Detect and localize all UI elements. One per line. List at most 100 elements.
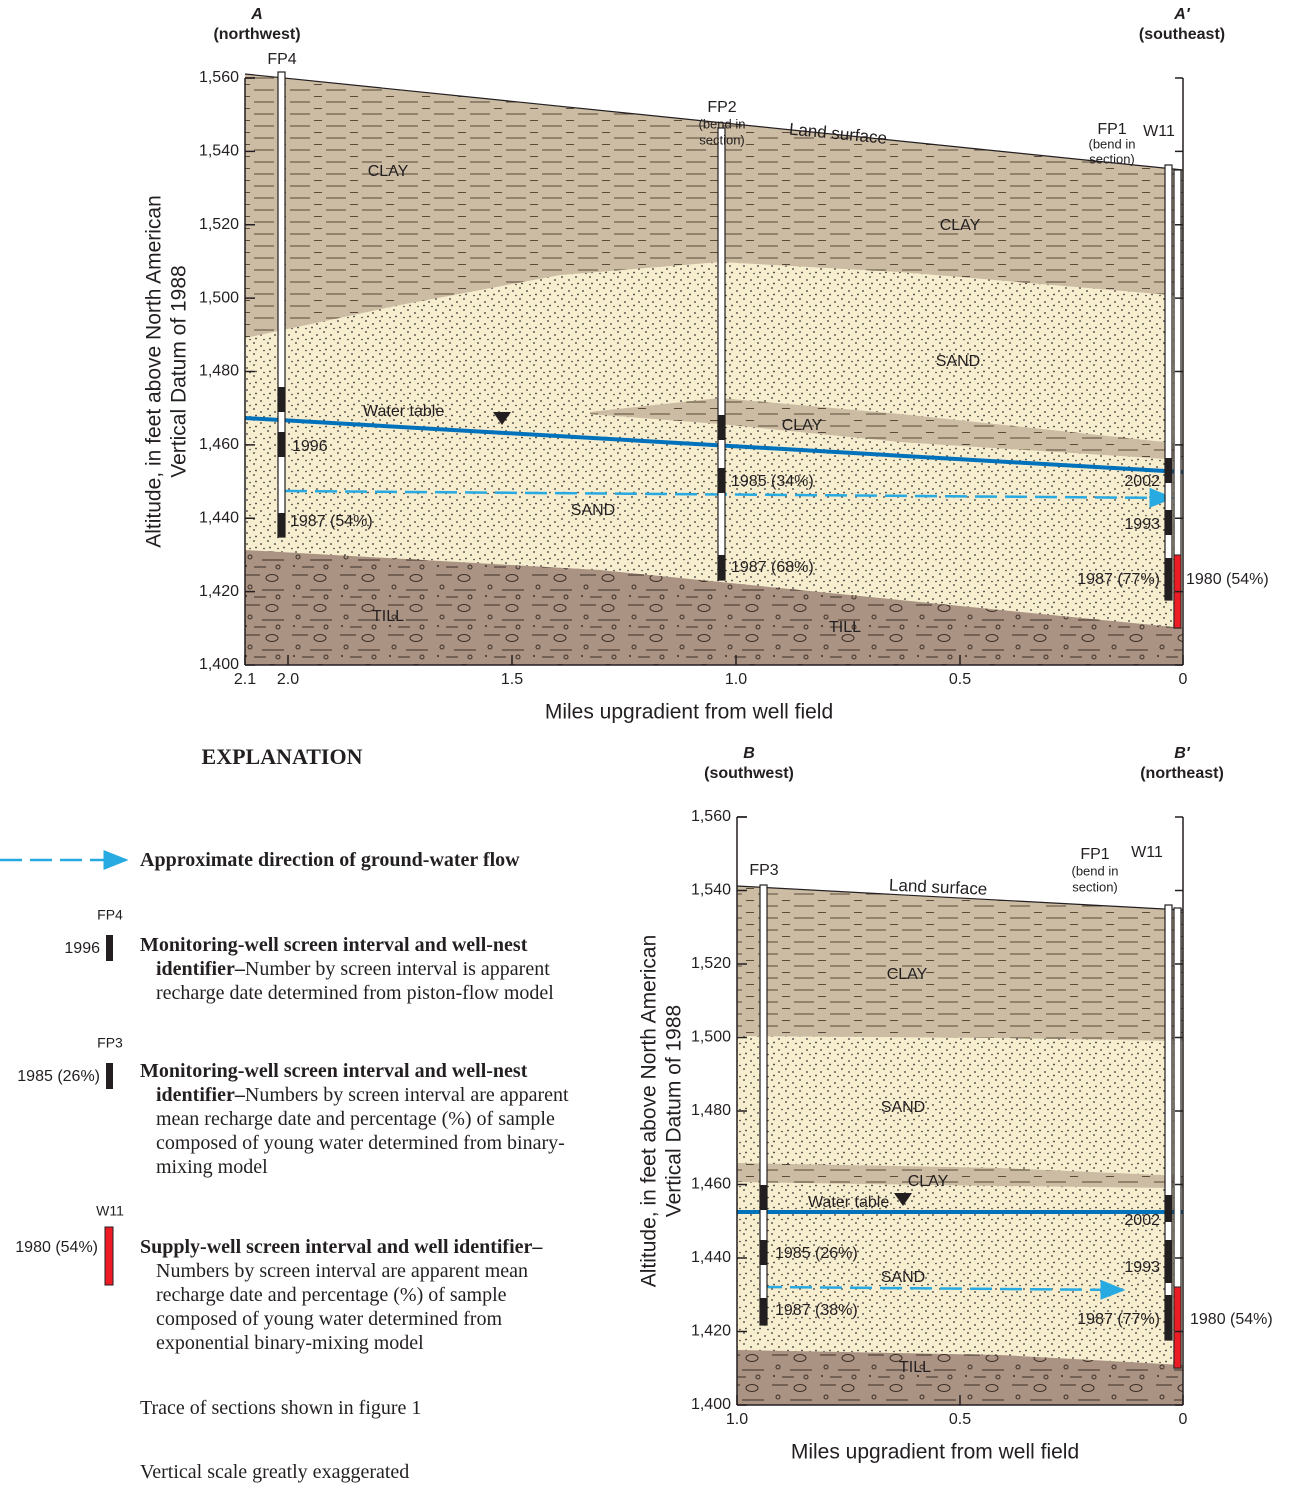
x-axis-title: Miles upgradient from well field bbox=[791, 1441, 1079, 1464]
x-tick-label: 1.0 bbox=[726, 1411, 748, 1428]
legend-supply-screen bbox=[105, 1227, 113, 1285]
y-axis-title: Vertical Datum of 1988 bbox=[168, 265, 191, 477]
section-label: 1980 (54%) bbox=[1186, 571, 1269, 588]
section-label: section) bbox=[1089, 151, 1135, 166]
legend-sample: 1985 (26%) bbox=[17, 1068, 100, 1085]
section-label: SAND bbox=[881, 1099, 925, 1116]
legend-screen bbox=[106, 935, 113, 961]
legend-term: Supply-well screen interval and well ide… bbox=[140, 1236, 542, 1258]
y-tick-label: 1,480 bbox=[691, 1102, 731, 1119]
well-screen bbox=[760, 1298, 767, 1325]
y-tick-label: 1,440 bbox=[199, 509, 239, 526]
legend-item: Monitoring-well screen interval and well… bbox=[140, 933, 576, 1005]
well-screen bbox=[760, 1240, 767, 1265]
x-tick-label: 2.0 bbox=[277, 671, 299, 688]
section-label: CLAY bbox=[940, 217, 981, 234]
section-label: SAND bbox=[571, 502, 615, 519]
section-label: 1987 (77%) bbox=[1077, 1311, 1160, 1328]
x-tick-label: 0.5 bbox=[949, 671, 971, 688]
y-axis-title: Altitude, in feet above North American bbox=[143, 195, 166, 548]
supply-screen bbox=[1174, 1287, 1181, 1368]
y-tick-label: 1,440 bbox=[691, 1249, 731, 1266]
section-label: section) bbox=[1072, 879, 1118, 894]
explanation-title: EXPLANATION bbox=[0, 745, 564, 769]
x-tick-label: 1.5 bbox=[501, 671, 523, 688]
section-label: CLAY bbox=[908, 1173, 949, 1190]
legend-screen bbox=[106, 1063, 113, 1089]
well-screen bbox=[1165, 1240, 1172, 1283]
legend-well: FP4 bbox=[97, 907, 123, 923]
legend-well: FP3 bbox=[97, 1035, 123, 1051]
section-label: 1987 (77%) bbox=[1077, 571, 1160, 588]
legend-item: Supply-well screen interval and well ide… bbox=[140, 1235, 576, 1355]
well-screen bbox=[1165, 510, 1172, 535]
section-label: (bend in bbox=[1072, 863, 1119, 878]
section-label: 1987 (38%) bbox=[775, 1302, 858, 1319]
section-label: SAND bbox=[881, 1269, 925, 1286]
section-label: CLAY bbox=[887, 966, 928, 983]
section-label: FP4 bbox=[267, 51, 296, 68]
well-screen bbox=[1165, 1195, 1172, 1222]
x-tick-label: 0 bbox=[1179, 1411, 1188, 1428]
y-tick-label: 1,560 bbox=[199, 69, 239, 86]
section-label: CLAY bbox=[368, 163, 409, 180]
y-tick-label: 1,420 bbox=[199, 583, 239, 600]
well-screen bbox=[278, 513, 285, 537]
section-label: 1985 (26%) bbox=[775, 1245, 858, 1262]
section-label: W11 bbox=[1131, 844, 1163, 861]
y-tick-label: 1,500 bbox=[199, 289, 239, 306]
section-label: FP2 bbox=[707, 99, 736, 116]
section-end: B′ bbox=[1174, 745, 1191, 762]
legend-item: Approximate direction of ground-water fl… bbox=[140, 848, 576, 872]
y-tick-label: 1,500 bbox=[691, 1029, 731, 1046]
section-end: B bbox=[743, 745, 755, 762]
section-label: 1987 (68%) bbox=[731, 559, 814, 576]
x-tick-label: 2.1 bbox=[234, 671, 256, 688]
section-label: 2002 bbox=[1124, 1212, 1160, 1229]
y-axis-title: Vertical Datum of 1988 bbox=[663, 1005, 686, 1217]
well-casing bbox=[718, 128, 725, 580]
section-label: FP1 bbox=[1080, 846, 1109, 863]
y-tick-label: 1,420 bbox=[691, 1323, 731, 1340]
section-label: W11 bbox=[1143, 123, 1175, 140]
well-screen bbox=[278, 432, 285, 457]
y-tick-label: 1,520 bbox=[691, 955, 731, 972]
section-end: A bbox=[250, 6, 263, 23]
legend-well: W11 bbox=[96, 1203, 124, 1219]
section-label: 1985 (34%) bbox=[731, 473, 814, 490]
note: Vertical scale greatly exaggerated bbox=[140, 1460, 409, 1484]
section-label: FP3 bbox=[749, 862, 778, 879]
section-end: (northwest) bbox=[213, 26, 300, 43]
y-tick-label: 1,560 bbox=[691, 808, 731, 825]
y-tick-label: 1,540 bbox=[691, 882, 731, 899]
x-tick-label: 0.5 bbox=[949, 1411, 971, 1428]
section-label: TILL bbox=[899, 1359, 931, 1376]
section-end: A′ bbox=[1173, 6, 1191, 23]
note: Trace of sections shown in figure 1 bbox=[140, 1396, 421, 1420]
legend-term: Approximate direction of ground-water fl… bbox=[140, 849, 520, 871]
section-label: (bend in bbox=[699, 116, 746, 131]
well-screen bbox=[278, 387, 285, 412]
section-end: (southwest) bbox=[704, 765, 794, 782]
section-label: 1993 bbox=[1124, 1259, 1160, 1276]
section-label: Water table bbox=[808, 1194, 889, 1211]
section-label: 2002 bbox=[1124, 473, 1160, 490]
section-label: CLAY bbox=[782, 417, 823, 434]
y-axis-title: Altitude, in feet above North American bbox=[638, 935, 661, 1288]
well-screen bbox=[760, 1185, 767, 1210]
section-label: 1993 bbox=[1124, 516, 1160, 533]
well-screen bbox=[1165, 558, 1172, 600]
section-label: 1980 (54%) bbox=[1190, 1311, 1273, 1328]
section-label: (bend in bbox=[1089, 136, 1136, 151]
x-tick-label: 0 bbox=[1179, 671, 1188, 688]
well-screen bbox=[1165, 1295, 1172, 1340]
page: 1,560 1,540 1,520 1,500 1,480 1,460 1,440 1,420… bbox=[0, 0, 1291, 1496]
section-label: 1987 (54%) bbox=[290, 513, 373, 530]
well-screen bbox=[718, 468, 725, 493]
section-label: 1996 bbox=[292, 438, 328, 455]
legend-description: Numbers by screen interval are apparent … bbox=[156, 1260, 528, 1354]
section-label: SAND bbox=[936, 353, 980, 370]
x-tick-label: 1.0 bbox=[725, 671, 747, 688]
y-tick-label: 1,460 bbox=[199, 436, 239, 453]
well-screen bbox=[1165, 458, 1172, 483]
